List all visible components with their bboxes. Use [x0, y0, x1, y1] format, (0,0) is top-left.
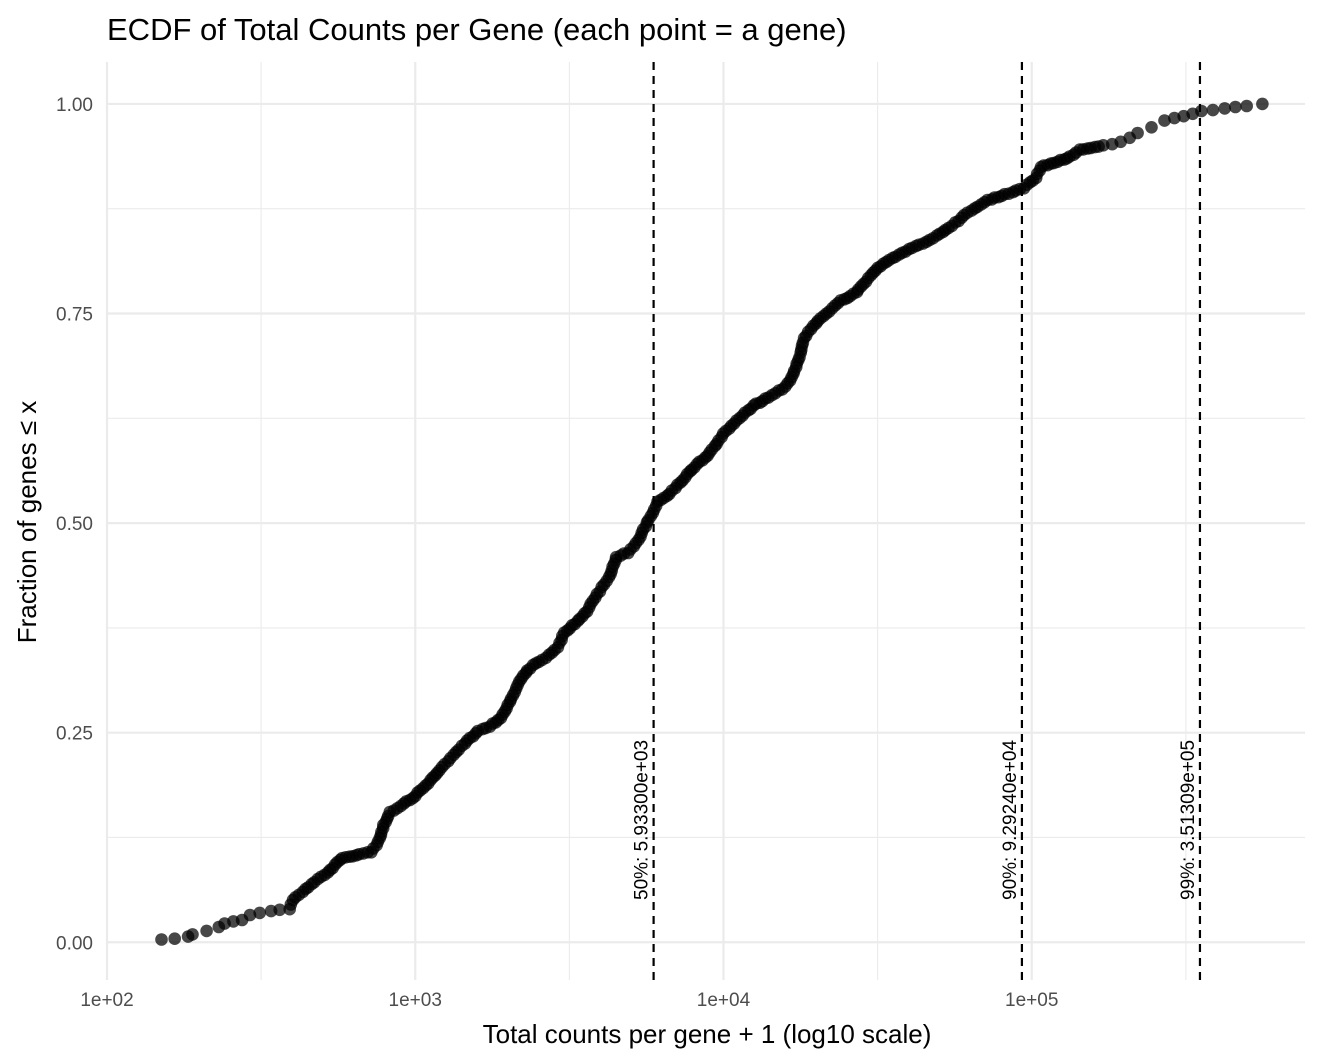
y-tick-label: 0.00	[56, 933, 93, 954]
gene-point	[155, 933, 168, 946]
x-axis-ticks: 1e+02 1e+03 1e+04 1e+05	[80, 990, 1058, 1011]
y-axis-title: Fraction of genes ≤ x	[12, 401, 42, 644]
quantile-label: 90%: 9.29240e+04	[1000, 740, 1021, 900]
gene-point	[186, 928, 199, 941]
gene-point	[273, 903, 287, 917]
x-tick-label: 1e+05	[1005, 990, 1058, 1011]
chart-title: ECDF of Total Counts per Gene (each poin…	[107, 12, 847, 47]
quantile-label: 99%: 3.51309e+05	[1178, 740, 1199, 900]
gene-point	[1218, 102, 1231, 115]
gene-point	[1158, 114, 1171, 127]
x-tick-label: 1e+02	[80, 990, 133, 1011]
gene-point	[168, 932, 181, 945]
gene-point	[1195, 104, 1208, 118]
x-tick-label: 1e+04	[697, 990, 751, 1011]
gene-point	[1131, 126, 1144, 140]
points	[155, 97, 1269, 946]
y-axis-ticks: 0.00 0.25 0.50 0.75 1.00	[56, 95, 93, 954]
y-tick-label: 0.75	[56, 305, 93, 326]
y-tick-label: 0.50	[56, 514, 93, 535]
quantile-lines: 50%: 5.93300e+03 90%: 9.29240e+04 99%: 3.5…	[632, 62, 1202, 980]
quantile-label: 50%: 5.93300e+03	[632, 740, 653, 900]
gene-point	[253, 906, 266, 920]
gene-point	[1206, 103, 1220, 117]
y-tick-label: 0.25	[56, 724, 93, 745]
gene-point	[243, 908, 257, 922]
grid	[105, 62, 1305, 980]
gene-point	[1240, 99, 1253, 113]
gene-point	[1256, 97, 1269, 111]
x-tick-label: 1e+03	[389, 990, 442, 1011]
x-axis-title: Total counts per gene + 1 (log10 scale)	[483, 1019, 932, 1049]
gene-point	[1229, 100, 1242, 114]
y-tick-label: 1.00	[56, 95, 93, 116]
gene-point	[200, 924, 213, 938]
gene-point	[1145, 121, 1158, 134]
